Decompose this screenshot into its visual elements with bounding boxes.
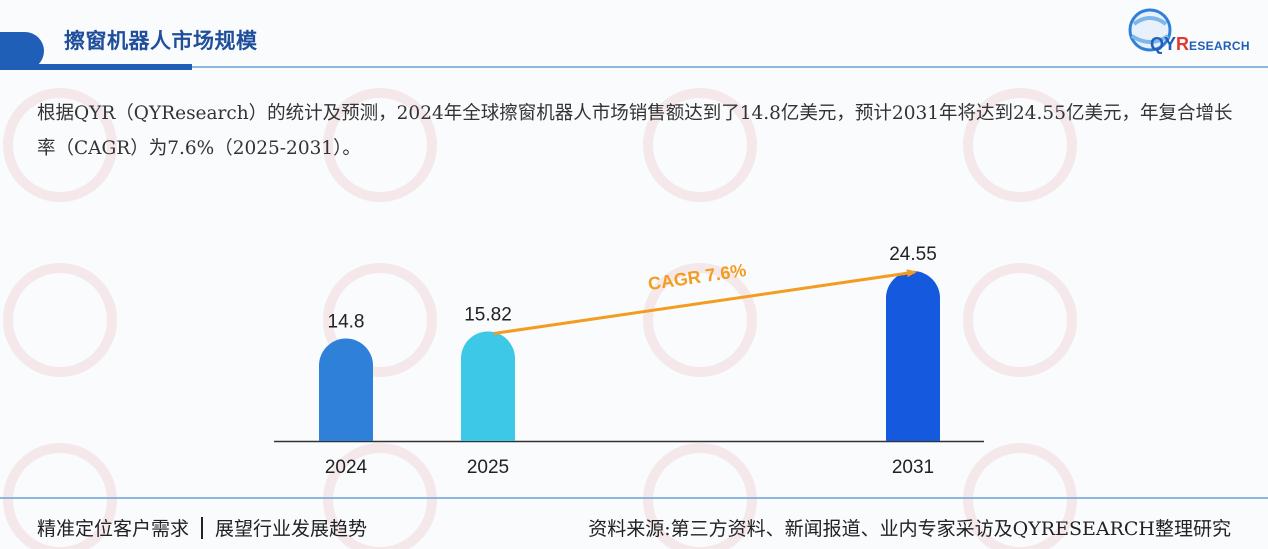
footer-slogan-b: 展望行业发展趋势	[215, 518, 368, 540]
cagr-arrow	[493, 269, 917, 335]
x-tick-label-2025: 2025	[467, 457, 509, 478]
bar-2031	[886, 271, 940, 441]
summary-text: 根据QYR（QYResearch）的统计及预测，2024年全球擦窗机器人市场销售…	[37, 103, 1233, 159]
bar-2024	[319, 338, 373, 441]
x-tick-label-2031: 2031	[892, 457, 934, 478]
logo-letters-rest: ESEARCH	[1189, 39, 1250, 53]
footer-divider	[0, 497, 1268, 499]
footer-source: 资料来源:第三方资料、新闻报道、业内专家采访及QYRESEARCH整理研究	[588, 518, 1231, 540]
logo-wordmark: QYRESEARCH	[1150, 34, 1250, 55]
qyr-logo	[1128, 8, 1172, 52]
header-divider-accent	[0, 64, 192, 70]
header-accent-tab	[0, 32, 44, 70]
footer-slogan: 精准定位客户需求 展望行业发展趋势	[37, 514, 367, 541]
x-tick-label-2024: 2024	[325, 457, 368, 478]
header-divider	[0, 66, 1268, 68]
page-title: 擦窗机器人市场规模	[64, 28, 258, 53]
value-label-2031: 24.55	[889, 244, 937, 265]
logo-letter-y: Y	[1164, 34, 1177, 54]
bar-2025	[461, 331, 515, 441]
footer-separator	[201, 517, 204, 539]
footer-slogan-a: 精准定位客户需求	[37, 518, 190, 540]
logo-letter-r: R	[1176, 34, 1190, 54]
value-label-2025: 15.82	[464, 304, 512, 325]
logo-letter-q: Q	[1150, 34, 1165, 54]
value-label-2024: 14.8	[328, 312, 365, 333]
cagr-label: CAGR 7.6%	[647, 260, 748, 294]
